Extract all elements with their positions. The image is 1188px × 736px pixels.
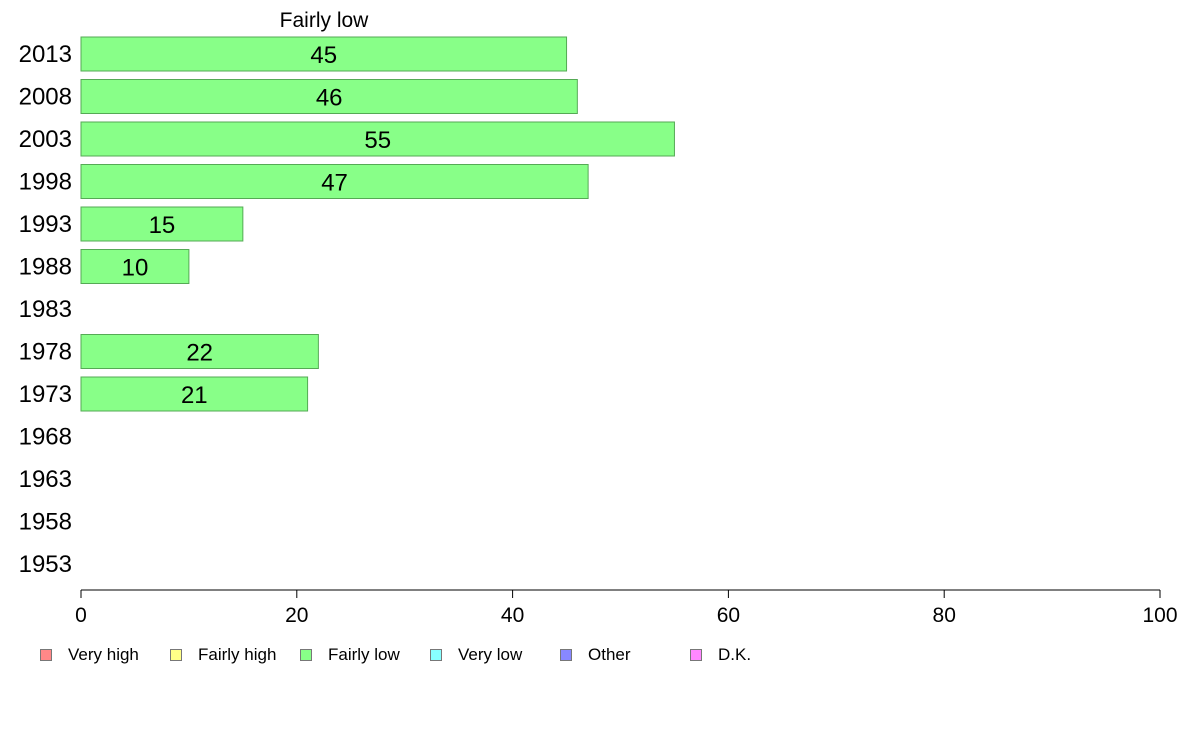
legend-item-fairly-high: Fairly high [170, 644, 276, 666]
y-tick-label: 1993 [19, 211, 72, 238]
legend-label-fairly-low: Fairly low [328, 645, 400, 664]
x-tick-label: 20 [285, 604, 308, 627]
legend-item-very-low: Very low [430, 644, 522, 666]
bar-value-label: 15 [149, 212, 176, 239]
legend-label-dk: D.K. [718, 645, 752, 664]
y-tick-label: 2008 [19, 84, 72, 111]
legend-label-very-high: Very high [68, 645, 139, 664]
legend-swatch-fairly-low [300, 649, 312, 661]
bar [80, 249, 190, 284]
x-tick-label: 100 [1142, 604, 1177, 627]
y-tick-label: 1953 [19, 551, 72, 578]
bar-value-label: 10 [122, 255, 149, 282]
legend-label-other: Other [588, 645, 631, 664]
legend-label-very-low: Very low [458, 645, 523, 664]
x-axis: 0 20 40 60 80 100 [75, 589, 1178, 627]
legend-swatch-very-low [430, 649, 442, 661]
bar [80, 334, 319, 369]
bar [80, 164, 589, 199]
y-tick-label: 1983 [19, 296, 72, 323]
bar [80, 376, 309, 412]
y-tick-label: 1958 [19, 509, 72, 536]
y-tick-label: 1988 [19, 254, 72, 281]
legend-swatch-dk [690, 649, 702, 661]
y-tick-label: 1998 [19, 169, 72, 196]
y-tick-label: 1973 [19, 381, 72, 408]
y-tick-label: 2003 [19, 126, 72, 153]
y-tick-label: 1978 [19, 339, 72, 366]
x-tick-label: 0 [75, 604, 87, 627]
bar-value-label: 45 [310, 42, 337, 69]
legend-swatch-other [560, 649, 572, 661]
legend-swatch-very-high [40, 649, 52, 661]
x-tick-label: 80 [933, 604, 956, 627]
x-tick-label: 60 [717, 604, 740, 627]
bar-value-label: 21 [181, 382, 208, 409]
legend-item-other: Other [560, 644, 631, 666]
y-tick-label: 2013 [19, 41, 72, 68]
legend-swatch-fairly-high [170, 649, 182, 661]
legend-label-fairly-high: Fairly high [198, 645, 277, 664]
y-axis-labels: 2013 2008 2003 1998 1993 1988 1983 1978 1973 1968… [19, 41, 72, 578]
bar [80, 206, 244, 242]
legend-item-very-high: Very high [40, 644, 139, 666]
legend: Very high Fairly high Fairly low Very lo… [40, 644, 800, 666]
bar [80, 36, 568, 72]
bar-value-label: 46 [316, 85, 343, 112]
bar-value-label: 22 [186, 340, 213, 367]
y-tick-label: 1968 [19, 424, 72, 451]
chart-title: Fairly low [280, 9, 370, 32]
bar [80, 79, 578, 114]
bar-value-label: 55 [364, 127, 391, 154]
bar-value-label: 47 [321, 170, 348, 197]
legend-item-dk: D.K. [690, 644, 751, 666]
x-tick-label: 40 [501, 604, 524, 627]
y-tick-label: 1963 [19, 466, 72, 493]
bar [80, 121, 675, 157]
legend-item-fairly-low: Fairly low [300, 644, 400, 666]
